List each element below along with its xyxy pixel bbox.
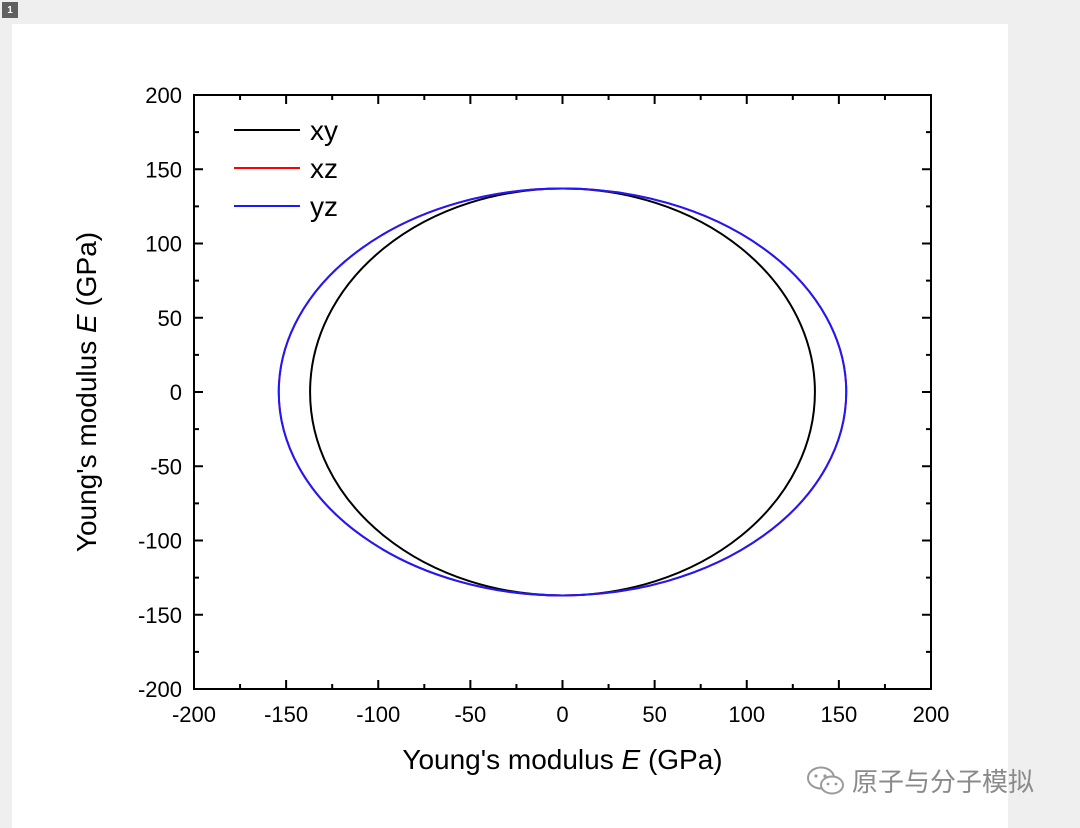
y-tick-label: -100	[138, 529, 182, 554]
legend-label-xz: xz	[310, 153, 338, 184]
x-axis-label: Young's modulus E (GPa)	[402, 744, 722, 775]
x-axis: -200 -150 -100 -50 0 50 100 150 200	[172, 95, 949, 727]
x-tick-label: 100	[728, 702, 765, 727]
x-axis-label-symbol: E	[621, 744, 640, 775]
y-tick-label: -50	[150, 454, 182, 479]
x-tick-label: -100	[356, 702, 400, 727]
series-xz-curve	[277, 187, 848, 597]
plot-frame	[193, 94, 932, 690]
x-tick-label: -200	[172, 702, 216, 727]
y-axis: -200 -150 -100 -50 0 50 100 150 200	[138, 83, 931, 702]
y-tick-label: 150	[145, 157, 182, 182]
wechat-icon	[807, 766, 844, 794]
y-tick-label: 100	[145, 232, 182, 257]
y-axis-label-suffix: (GPa)	[71, 232, 102, 314]
x-axis-label-prefix: Young's modulus	[402, 744, 621, 775]
y-axis-label-symbol: E	[71, 314, 102, 333]
young-modulus-chart: -200 -150 -100 -50 0 50 100 150 200 -200 -150 -100…	[71, 83, 949, 775]
x-tick-label: -150	[264, 702, 308, 727]
y-tick-label: 50	[158, 306, 182, 331]
legend-label-yz: yz	[310, 191, 338, 222]
x-tick-label: 200	[913, 702, 950, 727]
legend-label-xy: xy	[310, 115, 338, 146]
y-tick-label: -150	[138, 603, 182, 628]
y-tick-label: 0	[170, 380, 182, 405]
x-axis-label-suffix: (GPa)	[640, 744, 722, 775]
page-number-badge: 1	[2, 2, 18, 18]
series-yz-curve	[277, 187, 848, 597]
chart-canvas: -200 -150 -100 -50 0 50 100 150 200 -200 -150 -100…	[12, 24, 1008, 828]
plot-area	[277, 187, 848, 597]
x-tick-label: 150	[821, 702, 858, 727]
legend: xy xz yz	[234, 115, 338, 222]
x-tick-label: 0	[556, 702, 568, 727]
y-tick-label: -200	[138, 677, 182, 702]
x-tick-label: 50	[642, 702, 666, 727]
y-axis-label: Young's modulus E (GPa)	[71, 232, 102, 552]
x-tick-label: -50	[454, 702, 486, 727]
y-axis-label-prefix: Young's modulus	[71, 333, 102, 552]
series-xy-curve	[309, 187, 816, 597]
y-tick-label: 200	[145, 83, 182, 108]
watermark-text: 原子与分子模拟	[852, 768, 1035, 798]
watermark: 原子与分子模拟	[806, 762, 1034, 799]
